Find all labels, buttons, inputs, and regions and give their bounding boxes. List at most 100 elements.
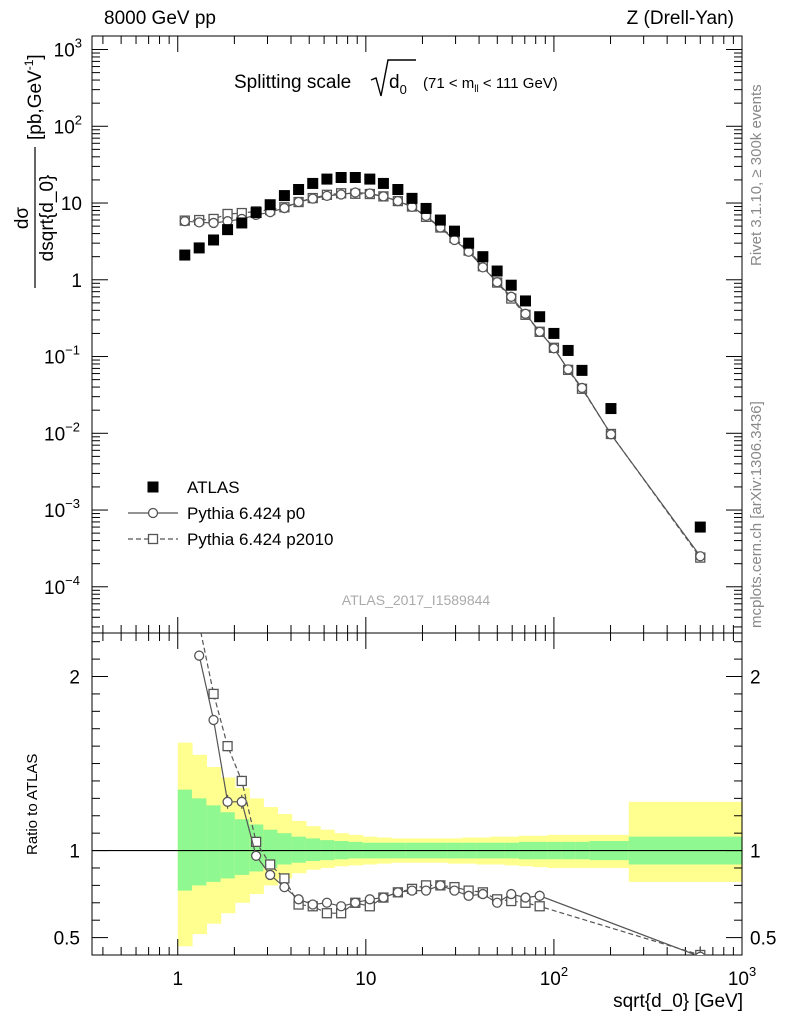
data-point (463, 237, 475, 249)
data-point (278, 190, 290, 202)
data-point (222, 740, 233, 752)
ratio-tick-labels: 0.5 0.51 12 21 10 102 103 (54, 668, 777, 990)
data-point (364, 188, 375, 199)
data-point (222, 796, 233, 807)
data-point (349, 172, 361, 184)
y-tick-label: 10−2 (44, 419, 80, 445)
data-point (420, 202, 432, 214)
y-tick-label-base: 10 (44, 424, 65, 445)
legend-label: Pythia 6.424 p2010 (187, 530, 334, 549)
process-label: Z (Drell-Yan) (626, 8, 734, 29)
x-tick-label-base: 1 (172, 969, 183, 990)
rivet-version: Rivet 3.1.10, ≥ 300k events (748, 84, 765, 266)
ratio-series-line (200, 633, 701, 955)
data-point (377, 177, 389, 189)
x-tick-label-base: 10 (355, 969, 376, 990)
x-axis-label: sqrt{d_0} [GeV] (613, 991, 743, 1012)
y-label-unit: [pb,GeV-1] (22, 54, 46, 140)
data-point (576, 364, 588, 376)
legend-label: Pythia 6.424 p0 (187, 504, 305, 523)
data-point (505, 279, 517, 291)
data-point (534, 326, 545, 337)
data-point (293, 196, 304, 208)
y-tick-label: 10 (61, 194, 82, 215)
data-point (321, 897, 333, 908)
data-point (307, 193, 318, 204)
title-range-sub: ll (474, 84, 478, 95)
data-point (534, 890, 545, 901)
data-point (265, 859, 276, 870)
data-point (194, 650, 205, 661)
data-point (695, 951, 706, 955)
series-line (184, 192, 701, 558)
main-panel-series (179, 172, 706, 563)
y-tick-label-base: 10 (61, 194, 82, 215)
y-tick-label-exp: −4 (65, 573, 80, 588)
data-point (279, 202, 290, 214)
y-tick-label: 103 (54, 36, 82, 62)
data-point (350, 187, 361, 198)
data-point (519, 295, 531, 307)
data-point (293, 184, 305, 196)
y-tick-label-exp: −3 (65, 496, 80, 511)
data-point (392, 195, 404, 207)
data-point (250, 207, 262, 219)
title-text: Splitting scale (234, 72, 351, 93)
x-tick-label-base: 10 (728, 969, 749, 990)
stat-uncertainty-band (249, 824, 264, 872)
stat-uncertainty-band (206, 805, 222, 882)
title-range-start: (71 < m (423, 75, 474, 92)
ratio-panel-border (91, 632, 743, 956)
ratio-series-clipped (194, 633, 706, 955)
data-point (548, 327, 560, 339)
main-panel-ticks (92, 36, 743, 633)
data-point (576, 382, 588, 394)
y-label-denominator: dsqrt{d_0} (37, 175, 58, 262)
data-point (236, 775, 247, 787)
data-point (605, 403, 617, 415)
stat-uncertainty-band (263, 829, 279, 868)
data-point (321, 173, 333, 185)
y-tick-label-base: 10 (44, 578, 65, 599)
legend-label: ATLAS (187, 478, 240, 497)
data-point (307, 177, 319, 189)
data-point (506, 291, 517, 302)
data-point (420, 885, 432, 896)
data-point (194, 217, 205, 228)
series-line (184, 191, 701, 557)
y-label-unit-base: [pb,GeV (25, 70, 46, 140)
data-point (147, 507, 159, 519)
plot-title: Splitting scale (234, 72, 351, 93)
data-point (222, 224, 234, 236)
data-point (491, 897, 503, 908)
title-symbol-sub: 0 (400, 82, 407, 97)
ratio-uncertainty-bands (177, 742, 743, 947)
y-tick-label-base: 10 (54, 117, 75, 138)
data-point (250, 850, 262, 861)
x-tick-label: 102 (540, 964, 568, 990)
data-point (350, 897, 361, 908)
stat-uncertainty-band (234, 819, 250, 875)
x-tick-label: 103 (728, 964, 756, 990)
data-point (548, 343, 560, 354)
x-tick-label: 1 (172, 969, 183, 990)
y-tick-label-exp: −1 (65, 343, 80, 358)
data-point (434, 214, 446, 226)
data-point (491, 277, 503, 288)
y-tick-label: 1 (71, 271, 82, 292)
data-point (378, 892, 389, 903)
data-point (534, 901, 545, 912)
data-point (448, 225, 460, 237)
mcplots-source: mcplots.cern.ch [arXiv:1306.3436] (748, 401, 765, 628)
ratio-y-tick-label-right: 2 (750, 668, 761, 689)
stat-uncertainty-band (191, 798, 207, 886)
data-point (562, 344, 574, 356)
ratio-panel-series (194, 633, 706, 955)
data-point (506, 888, 517, 900)
ratio-y-tick-label-right: 0.5 (750, 929, 776, 950)
y-tick-label: 10−1 (44, 343, 80, 369)
stat-uncertainty-band (291, 836, 307, 863)
ratio-y-tick-label: 2 (69, 668, 80, 689)
